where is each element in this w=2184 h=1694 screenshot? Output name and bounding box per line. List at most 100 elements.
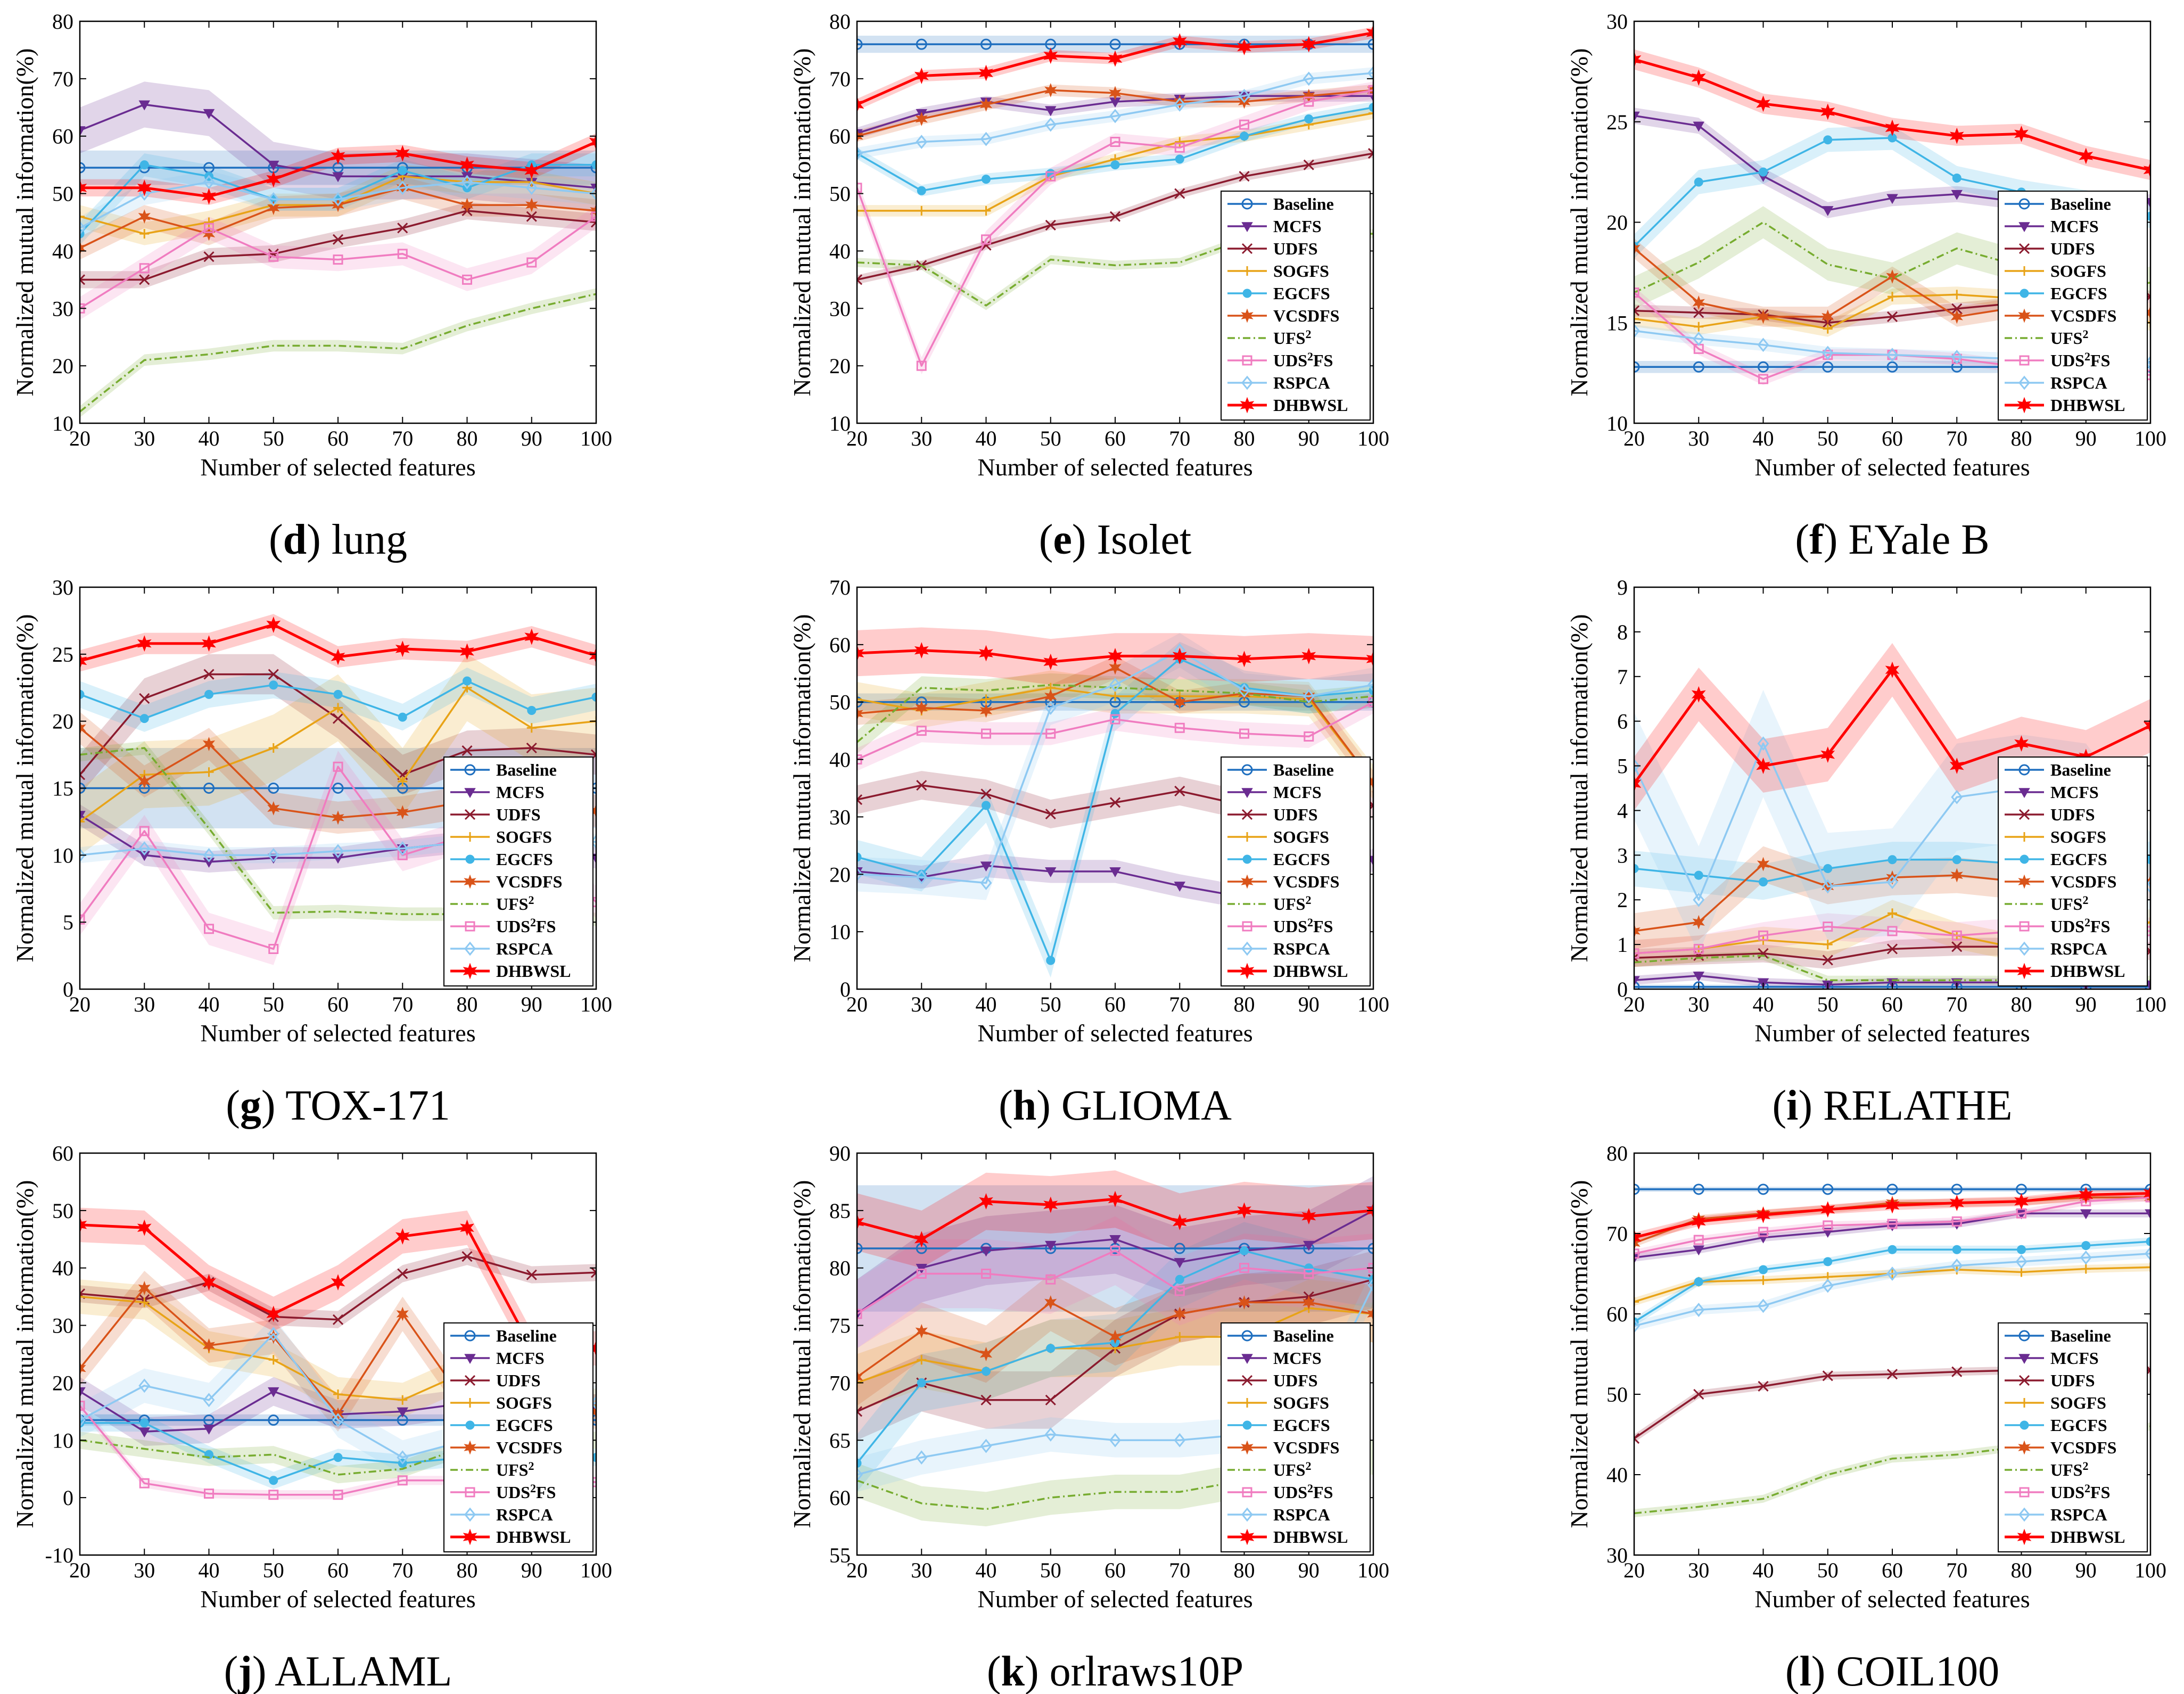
point-uds2fs	[1887, 926, 1898, 936]
point-uds2fs	[204, 924, 214, 934]
point-egcfs	[1634, 864, 1639, 873]
y-tick-label: 10	[1606, 412, 1628, 435]
point-egcfs	[1046, 956, 1056, 965]
x-axis-label: Number of selected features	[1754, 1585, 2030, 1613]
legend-label: RSPCA	[496, 1505, 553, 1524]
legend-label: Baseline	[1273, 194, 1334, 213]
point-rspca	[1886, 875, 1898, 890]
x-tick-label: 70	[1169, 992, 1190, 1016]
legend-entry-sogfs: SOGFS	[2005, 1393, 2106, 1412]
point-uds2fs	[1951, 930, 1962, 941]
point-rspca	[80, 1413, 86, 1427]
series-rspca	[1634, 1246, 2150, 1334]
point-rspca	[1367, 1278, 1373, 1293]
x-tick-label: 60	[327, 1558, 349, 1582]
point-uds2fs	[981, 1269, 991, 1279]
point-baseline	[1758, 361, 1769, 373]
point-sogfs	[526, 723, 537, 733]
point-sogfs	[398, 776, 408, 786]
legend-entry-udfs: UDFS	[2005, 239, 2095, 258]
y-tick-label: 30	[52, 575, 73, 599]
legend-marker	[463, 1528, 477, 1545]
legend-label: SOGFS	[2050, 827, 2106, 846]
legend-marker	[464, 1354, 476, 1364]
point-egcfs	[1240, 1246, 1249, 1255]
point-rspca	[332, 844, 344, 859]
x-tick-label: 70	[1169, 426, 1190, 450]
point-vcsdfs	[138, 209, 151, 224]
point-rspca	[857, 867, 863, 882]
legend-marker	[2017, 397, 2032, 414]
point-uds2fs	[1634, 287, 1639, 298]
x-tick-label: 80	[2011, 1558, 2032, 1582]
x-tick-label: 70	[1946, 992, 1967, 1016]
legend-marker	[2018, 222, 2030, 233]
y-tick-label: 70	[829, 575, 851, 599]
legend-entry-rspca: RSPCA	[2005, 373, 2107, 392]
legend-entry-egcfs: EGCFS	[450, 850, 553, 869]
band-ufs2	[1634, 206, 2150, 309]
band-udfs	[80, 202, 596, 289]
y-tick-label: 30	[1606, 10, 1628, 34]
legend-marker	[2017, 1528, 2032, 1545]
x-tick-label: 50	[1817, 992, 1839, 1016]
legend-label: Baseline	[496, 1326, 557, 1345]
point-mcfs	[590, 184, 596, 194]
legend-label: UDFS	[2050, 239, 2095, 258]
point-baseline	[1951, 1183, 1963, 1195]
point-udfs	[526, 742, 537, 754]
legend-label: Baseline	[1273, 1326, 1334, 1345]
point-dhbwsl	[1634, 51, 1642, 68]
point-rspca	[590, 186, 596, 201]
legend-label: UDS2FS	[2050, 916, 2110, 936]
point-egcfs	[1759, 1265, 1768, 1274]
point-udfs	[857, 1406, 863, 1417]
legend-entry-uds2fs: UDS2FS	[1227, 916, 1333, 936]
point-baseline	[857, 1243, 863, 1254]
legend-marker	[1242, 832, 1252, 842]
point-dhbwsl	[1108, 647, 1123, 664]
point-mcfs	[203, 858, 215, 868]
x-axis-label: Number of selected features	[200, 454, 475, 481]
point-dhbwsl	[1634, 1229, 1642, 1246]
series-layer	[857, 1170, 1373, 1527]
point-baseline	[1822, 361, 1834, 373]
legend-entry-uds2fs: UDS2FS	[1227, 350, 1333, 370]
caption-g: (g) TOX-171	[226, 1082, 450, 1129]
y-tick-label: 70	[52, 67, 73, 91]
point-vcsdfs	[80, 720, 86, 735]
legend-label: RSPCA	[2050, 373, 2107, 392]
point-vcsdfs	[1634, 924, 1641, 939]
point-vcsdfs	[1757, 309, 1770, 324]
series-ufs2	[857, 684, 1373, 743]
x-tick-label: 80	[2011, 426, 2032, 450]
point-uds2fs	[1823, 922, 1833, 932]
legend-label: MCFS	[496, 783, 545, 802]
point-uds2fs	[1634, 1248, 1639, 1259]
point-vcsdfs	[1044, 1295, 1057, 1310]
point-baseline	[268, 783, 279, 794]
x-tick-label: 30	[911, 992, 932, 1016]
y-axis-label: Normalized mutual information(%)	[11, 1180, 38, 1528]
point-udfs	[397, 1268, 408, 1279]
point-dhbwsl	[2014, 125, 2029, 142]
y-tick-label: 10	[829, 920, 851, 944]
point-mcfs	[268, 1387, 279, 1397]
legend-marker	[2020, 1398, 2029, 1408]
point-uds2fs	[1693, 1235, 1704, 1245]
x-tick-label: 90	[521, 1558, 542, 1582]
legend-marker	[1241, 764, 1253, 776]
legend-label: VCSDFS	[1273, 1438, 1339, 1457]
point-baseline	[1886, 1183, 1898, 1195]
legend-marker	[2018, 1507, 2030, 1522]
legend-label: EGCFS	[2050, 284, 2107, 303]
point-egcfs	[1759, 167, 1768, 177]
point-uds2fs	[139, 1478, 150, 1489]
legend-marker	[1241, 1375, 1253, 1386]
chart-panel-i: 20 30 40 50 60 70 80 90 100 0 1 2 3 4 5 6 7 8 9 Number of s…	[1565, 575, 2166, 1129]
point-egcfs	[857, 1458, 862, 1468]
legend-entry-mcfs: MCFS	[2005, 783, 2099, 802]
point-vcsdfs	[525, 198, 538, 212]
legend-entry-udfs: UDFS	[450, 1371, 541, 1390]
series-dhbwsl	[857, 642, 1373, 670]
